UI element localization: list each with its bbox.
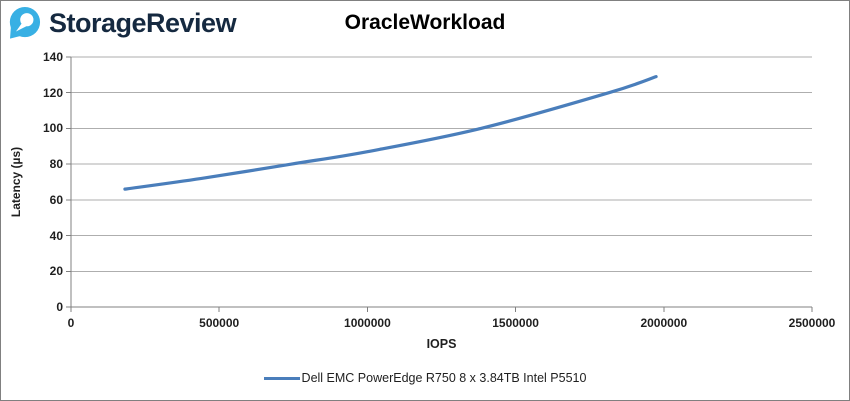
legend-series-label: Dell EMC PowerEdge R750 8 x 3.84TB Intel…	[301, 371, 587, 385]
y-tick-label: 0	[56, 300, 63, 314]
x-tick-label: 500000	[199, 316, 240, 330]
storagereview-brand: StorageReview	[7, 6, 237, 40]
storagereview-logo-icon	[7, 6, 41, 40]
x-tick-label: 0	[67, 316, 75, 330]
y-tick-label: 80	[49, 157, 63, 172]
x-tick-label: 1000000	[344, 316, 391, 330]
legend-line-marker	[263, 376, 300, 380]
x-tick-label: 1500000	[492, 316, 539, 330]
y-tick-label: 60	[49, 192, 63, 207]
x-axis-title: IOPS	[426, 337, 457, 351]
y-tick-label: 40	[49, 228, 63, 243]
y-tick-label: 20	[49, 264, 63, 279]
chart-title: OracleWorkload	[344, 11, 506, 34]
legend: Dell EMC PowerEdge R750 8 x 3.84TB Intel…	[1, 371, 849, 385]
y-tick-label: 140	[42, 50, 63, 64]
y-tick-label: 120	[42, 85, 63, 100]
brand-name: StorageReview	[49, 7, 237, 38]
y-axis-title: Latency (µs)	[9, 146, 23, 218]
x-tick-label: 2000000	[640, 316, 688, 330]
x-tick-label: 2500000	[788, 316, 836, 330]
y-tick-label: 100	[42, 121, 63, 136]
